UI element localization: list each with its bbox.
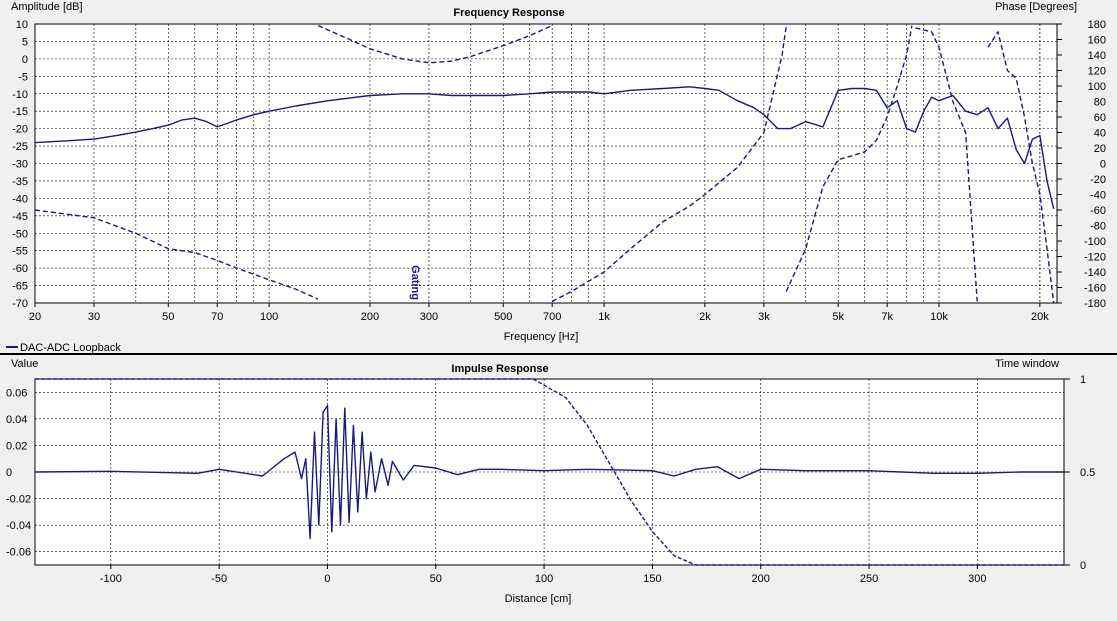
- phase-curve-segment[interactable]: [34, 209, 319, 300]
- frequency-tick-label: 10k: [930, 311, 948, 323]
- amplitude-tick-label: -25: [12, 141, 28, 153]
- phase-tick-label: 0: [1100, 159, 1106, 171]
- phase-tick-label: -40: [1090, 190, 1106, 202]
- phase-tick-label: -120: [1084, 252, 1106, 264]
- frequency-tick-label: 30: [88, 311, 100, 323]
- frequency-tick-label: 200: [361, 311, 379, 323]
- amplitude-tick-label: -35: [12, 176, 28, 188]
- amplitude-tick-label: -30: [12, 159, 28, 171]
- frequency-tick-label: 2k: [699, 311, 711, 323]
- value-tick-label: -0.02: [6, 494, 31, 506]
- frequency-tick-label: 70: [211, 311, 223, 323]
- phase-tick-label: -160: [1084, 283, 1106, 295]
- frequency-tick-label: 50: [162, 311, 174, 323]
- value-tick-label: 0: [6, 467, 12, 479]
- distance-tick-label: 250: [860, 573, 878, 585]
- frequency-response-lines: [34, 24, 1055, 304]
- amplitude-tick-label: 0: [22, 54, 28, 66]
- amplitude-tick-label: 10: [16, 19, 28, 31]
- distance-tick-label: 50: [430, 573, 442, 585]
- value-tick-label: 0.06: [6, 387, 27, 399]
- amplitude-tick-label: -20: [12, 124, 28, 136]
- frequency-tick-label: 20k: [1031, 311, 1049, 323]
- value-tick-label: 0.02: [6, 440, 27, 452]
- value-tick-label: 0.04: [6, 414, 27, 426]
- time-window-tick-label: 1: [1080, 374, 1086, 386]
- amplitude-tick-label: -65: [12, 281, 28, 293]
- frequency-response-grid: [35, 24, 1057, 303]
- amplitude-tick-label: -10: [12, 89, 28, 101]
- distance-tick-label: 200: [752, 573, 770, 585]
- time-window-tick-label: 0.5: [1080, 467, 1095, 479]
- frequency-axis-label: Frequency [Hz]: [504, 331, 579, 343]
- phase-tick-label: 140: [1088, 50, 1106, 62]
- amplitude-tick-label: -50: [12, 228, 28, 240]
- amplitude-tick-label: -45: [12, 211, 28, 223]
- phase-tick-label: -180: [1084, 298, 1106, 310]
- amplitude-curve[interactable]: [34, 86, 1055, 209]
- frequency-tick-label: 700: [543, 311, 561, 323]
- impulse-response-lines: [34, 378, 1064, 566]
- value-axis-label: Value: [11, 358, 38, 370]
- value-tick-label: -0.04: [6, 520, 31, 532]
- amplitude-tick-label: -60: [12, 263, 28, 275]
- time-window-axis-label: Time window: [995, 358, 1059, 370]
- amplitude-tick-label: -55: [12, 246, 28, 258]
- phase-tick-label: -100: [1084, 236, 1106, 248]
- phase-tick-label: -60: [1090, 205, 1106, 217]
- distance-tick-label: 300: [968, 573, 986, 585]
- phase-curve-segment[interactable]: [987, 31, 1055, 304]
- distance-tick-label: -100: [100, 573, 122, 585]
- phase-tick-label: -140: [1084, 267, 1106, 279]
- phase-curve-segment[interactable]: [785, 25, 913, 292]
- phase-axis-label: Phase [Degrees]: [995, 1, 1077, 13]
- frequency-response-panel: 1050-5-10-15-20-25-30-35-40-45-50-55-60-…: [11, 1, 1106, 343]
- frequency-tick-label: 3k: [758, 311, 770, 323]
- phase-tick-label: 20: [1094, 143, 1106, 155]
- phase-tick-label: -20: [1090, 174, 1106, 186]
- phase-tick-label: 160: [1088, 35, 1106, 47]
- distance-tick-label: 150: [643, 573, 661, 585]
- frequency-tick-label: 20: [29, 311, 41, 323]
- distance-tick-label: 0: [324, 573, 330, 585]
- legend: DAC-ADC Loopback: [6, 342, 121, 354]
- distance-tick-label: -50: [211, 573, 227, 585]
- phase-tick-label: 80: [1094, 97, 1106, 109]
- amplitude-tick-label: 5: [22, 36, 28, 48]
- distance-tick-label: 100: [535, 573, 553, 585]
- amplitude-tick-label: -70: [12, 298, 28, 310]
- phase-tick-label: 60: [1094, 112, 1106, 124]
- phase-tick-label: 180: [1088, 19, 1106, 31]
- time-window-tick-label: 0: [1080, 560, 1086, 572]
- impulse-response-panel: -100 -50 0 50 100 150 200 250 300 0.06 0.04 0.02 0 -0…: [6, 358, 1095, 605]
- value-tick-label: -0.06: [6, 547, 31, 559]
- phase-tick-label: -80: [1090, 221, 1106, 233]
- distance-axis-label: Distance [cm]: [505, 593, 572, 605]
- frequency-tick-label: 1k: [598, 311, 610, 323]
- impulse-response-title: Impulse Response: [451, 363, 548, 375]
- frequency-response-title: Frequency Response: [453, 7, 564, 19]
- frequency-tick-label: 500: [494, 311, 512, 323]
- frequency-tick-label: 100: [260, 311, 278, 323]
- amplitude-tick-label: -40: [12, 193, 28, 205]
- phase-tick-label: 40: [1094, 128, 1106, 140]
- impulse-curve[interactable]: [34, 404, 1064, 540]
- phase-tick-label: 100: [1088, 81, 1106, 93]
- frequency-response-axes: 1050-5-10-15-20-25-30-35-40-45-50-55-60-…: [12, 19, 1106, 323]
- frequency-tick-label: 5k: [832, 311, 844, 323]
- phase-curve-segment[interactable]: [317, 24, 553, 64]
- phase-tick-label: 120: [1088, 66, 1106, 78]
- gating-marker-label: Gating: [409, 265, 421, 300]
- frequency-tick-label: 7k: [881, 311, 893, 323]
- amplitude-tick-label: -15: [12, 106, 28, 118]
- impulse-response-axes: -100 -50 0 50 100 150 200 250 300 0.06 0.04 0.02 0 -0…: [6, 374, 1095, 585]
- frequency-tick-label: 300: [420, 311, 438, 323]
- amplitude-axis-label: Amplitude [dB]: [11, 1, 83, 13]
- amplitude-tick-label: -5: [18, 71, 28, 83]
- phase-curve-segment[interactable]: [551, 25, 787, 303]
- legend-entry-dac-adc-loopback[interactable]: DAC-ADC Loopback: [20, 342, 121, 354]
